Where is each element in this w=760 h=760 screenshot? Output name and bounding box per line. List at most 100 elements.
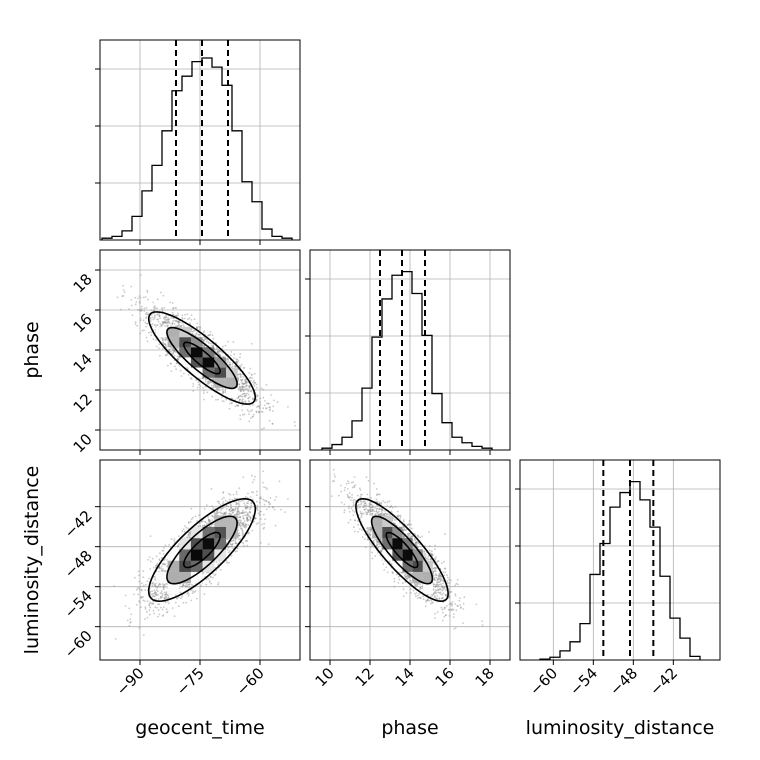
scatter-point	[242, 390, 245, 393]
scatter-point	[253, 379, 255, 382]
scatter-point	[253, 478, 256, 481]
scatter-point	[191, 592, 194, 595]
scatter-point	[239, 395, 242, 397]
scatter-point	[244, 401, 247, 403]
x-tick-label: −60	[526, 664, 561, 699]
scatter-point	[114, 638, 117, 640]
scatter-point	[256, 500, 258, 503]
scatter-point	[222, 356, 224, 358]
scatter-point	[153, 324, 156, 326]
scatter-point	[232, 539, 235, 542]
scatter-point	[251, 409, 253, 411]
scatter-point	[144, 317, 147, 319]
scatter-point	[203, 398, 205, 401]
scatter-point	[253, 372, 256, 375]
scatter-point	[262, 389, 265, 391]
scatter-point	[171, 311, 174, 314]
scatter-point	[230, 350, 233, 353]
scatter-point	[210, 381, 213, 384]
scatter-point	[228, 407, 231, 410]
scatter-point	[243, 520, 246, 522]
scatter-point	[251, 529, 254, 532]
scatter-point	[259, 514, 262, 516]
scatter-point	[168, 320, 170, 323]
scatter-point	[221, 498, 224, 500]
scatter-point	[244, 394, 247, 397]
scatter-point	[245, 385, 248, 388]
scatter-point	[171, 321, 174, 324]
scatter-point	[134, 296, 137, 299]
scatter-point	[251, 415, 254, 418]
scatter-point	[255, 386, 258, 389]
scatter-point	[278, 480, 281, 483]
scatter-point	[245, 394, 247, 397]
x-tick-label: −54	[566, 664, 601, 699]
scatter-point	[174, 320, 177, 322]
scatter-point	[145, 336, 148, 339]
scatter-point	[163, 342, 165, 345]
histogram-phase	[305, 249, 511, 455]
scatter-point	[247, 400, 250, 402]
scatter-point	[161, 339, 164, 341]
scatter-point	[171, 323, 174, 326]
scatter-point	[244, 395, 247, 398]
scatter-point	[175, 368, 178, 371]
scatter-point	[212, 384, 215, 387]
scatter-point	[167, 317, 170, 320]
scatter-point	[233, 514, 236, 516]
scatter-point	[176, 355, 179, 358]
scatter-point	[227, 340, 229, 343]
scatter-point	[246, 381, 249, 384]
scatter-point	[173, 615, 176, 618]
scatter-point	[280, 508, 282, 511]
scatter-point	[235, 361, 238, 363]
scatter-point	[208, 342, 211, 345]
scatter-point	[206, 338, 209, 341]
scatter-point	[261, 411, 264, 413]
xlabel-geocent-time: geocent_time	[135, 717, 264, 739]
scatter-point	[142, 296, 145, 299]
scatter-point	[173, 538, 176, 541]
scatter-point	[221, 400, 224, 402]
scatter-point	[172, 351, 175, 353]
scatter-point	[250, 506, 252, 509]
scatter-point	[220, 569, 222, 571]
scatter-point	[160, 337, 163, 340]
scatter-point	[238, 386, 241, 389]
scatter-point	[143, 329, 145, 331]
scatter-point	[164, 343, 167, 346]
scatter-point	[199, 326, 202, 328]
scatter-point	[149, 601, 152, 604]
scatter-point	[144, 589, 147, 591]
scatter-point	[173, 354, 176, 357]
scatter-point	[149, 568, 152, 570]
scatter-point	[165, 316, 168, 318]
scatter-point	[242, 522, 245, 524]
scatter-point	[145, 307, 148, 309]
scatter-point	[148, 331, 150, 334]
scatter-point	[139, 296, 142, 299]
scatter-point	[163, 307, 166, 309]
scatter-point	[226, 361, 229, 364]
scatter-point	[207, 516, 209, 518]
scatter-point	[155, 339, 157, 341]
scatter-point	[211, 378, 214, 380]
scatter-point	[128, 607, 131, 610]
scatter-point	[251, 398, 254, 400]
scatter-point	[130, 285, 133, 288]
scatter-point	[217, 581, 220, 584]
scatter-point	[152, 301, 155, 304]
scatter-point	[177, 312, 179, 315]
scatter-point	[144, 618, 147, 621]
scatter-point	[192, 383, 195, 385]
scatter-point	[119, 308, 122, 311]
xlabel-luminosity-distance: luminosity_distance	[526, 717, 715, 739]
scatter-point	[216, 348, 219, 350]
scatter-point	[156, 298, 159, 301]
scatter-point	[192, 590, 195, 593]
scatter-point	[155, 345, 158, 348]
scatter-point	[248, 372, 251, 374]
scatter-point	[268, 409, 271, 412]
scatter-point	[220, 350, 223, 353]
scatter-point	[200, 584, 202, 587]
